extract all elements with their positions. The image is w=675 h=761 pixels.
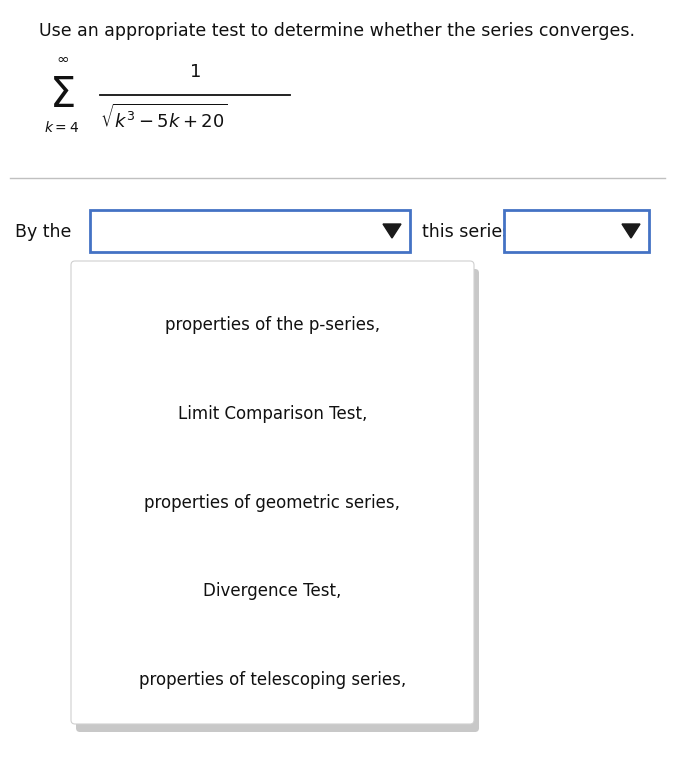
Text: Divergence Test,: Divergence Test, [203, 582, 342, 600]
Text: this series: this series [422, 223, 512, 241]
Text: Use an appropriate test to determine whether the series converges.: Use an appropriate test to determine whe… [39, 22, 635, 40]
Text: properties of the p-series,: properties of the p-series, [165, 316, 380, 334]
Text: $1$: $1$ [189, 63, 201, 81]
Text: Limit Comparison Test,: Limit Comparison Test, [178, 405, 367, 423]
FancyBboxPatch shape [90, 210, 410, 252]
Text: $\sqrt{k^3-5k+20}$: $\sqrt{k^3-5k+20}$ [100, 103, 228, 132]
Text: $\infty$: $\infty$ [55, 50, 68, 65]
Text: $\Sigma$: $\Sigma$ [49, 74, 75, 116]
Text: By the: By the [15, 223, 72, 241]
FancyBboxPatch shape [71, 261, 474, 724]
FancyBboxPatch shape [504, 210, 649, 252]
Polygon shape [622, 224, 640, 238]
Text: $k=4$: $k=4$ [45, 120, 80, 135]
Text: properties of geometric series,: properties of geometric series, [144, 493, 400, 511]
Text: properties of telescoping series,: properties of telescoping series, [139, 671, 406, 689]
Polygon shape [383, 224, 401, 238]
FancyBboxPatch shape [76, 269, 479, 732]
